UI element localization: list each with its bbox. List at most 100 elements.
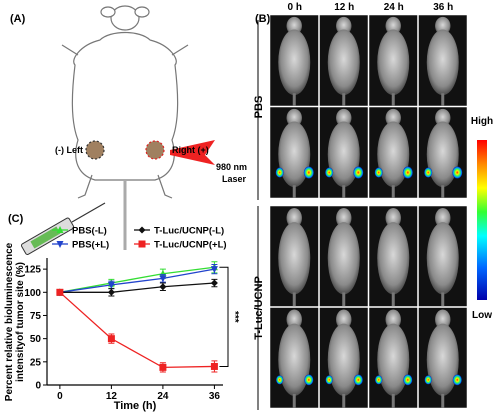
signal-spot xyxy=(276,375,284,385)
syringe xyxy=(20,202,106,255)
y-tick-label: 25 xyxy=(30,357,42,368)
colorbar-low: Low xyxy=(472,310,492,321)
legend-marker xyxy=(56,226,64,233)
right-label: Right (+) xyxy=(172,145,209,155)
data-point xyxy=(159,283,167,291)
data-point xyxy=(210,279,218,287)
y-tick-label: 75 xyxy=(30,311,42,322)
mouse-tail xyxy=(292,93,296,106)
mouse-tail xyxy=(441,185,445,198)
legend-marker xyxy=(56,241,64,248)
panel-label: (C) xyxy=(8,213,24,225)
data-point xyxy=(210,266,218,274)
mouse-illustration xyxy=(61,5,189,250)
mouse-body xyxy=(377,323,410,396)
signal-spot xyxy=(325,167,334,178)
signal-spot xyxy=(304,374,314,386)
x-axis-label: Time (h) xyxy=(114,400,157,412)
y-axis-label: intensityof tumor site (%) xyxy=(15,262,26,382)
mouse-tail xyxy=(292,292,296,307)
signal-spot xyxy=(403,374,413,386)
time-label: 0 h xyxy=(288,2,302,13)
y-axis-label: Percent relative bioluminescence xyxy=(4,242,15,401)
significance-label: *** xyxy=(229,311,240,323)
mouse-body xyxy=(426,29,459,96)
legend-label: T-Luc/UCNP(+L) xyxy=(154,240,227,251)
data-point xyxy=(107,281,115,289)
mouse-tail xyxy=(342,393,346,408)
group-label: PBS xyxy=(253,96,265,119)
data-point xyxy=(159,275,167,283)
signal-spot xyxy=(325,375,333,385)
series-line xyxy=(59,291,215,369)
mouse-tail xyxy=(391,185,395,198)
signal-spot xyxy=(424,375,432,385)
legend-label: PBS(+L) xyxy=(72,240,109,251)
data-point xyxy=(107,288,115,296)
mouse-head xyxy=(434,16,451,36)
mouse-head xyxy=(434,208,451,229)
colorbar xyxy=(477,140,487,300)
legend-label: PBS(-L) xyxy=(72,226,107,237)
mouse-body xyxy=(327,323,360,396)
legend-marker xyxy=(138,226,146,234)
time-label: 12 h xyxy=(334,2,354,13)
mouse-body xyxy=(278,121,311,188)
mouse-tail xyxy=(292,185,296,198)
mouse-body xyxy=(278,323,311,396)
left-label: (-) Left xyxy=(55,145,83,155)
signal-spot xyxy=(353,374,363,386)
signal-spot xyxy=(353,166,364,179)
mouse-body xyxy=(327,222,360,295)
data-point xyxy=(159,363,167,371)
mouse-head xyxy=(286,208,303,229)
y-tick-label: 50 xyxy=(30,334,42,345)
time-label: 36 h xyxy=(433,2,453,13)
signal-spot xyxy=(375,375,383,385)
mouse-head xyxy=(434,108,451,128)
mouse-head xyxy=(335,108,352,128)
mouse-head xyxy=(286,309,303,330)
mouse-tail xyxy=(441,393,445,408)
mouse-body xyxy=(278,222,311,295)
signal-spot xyxy=(452,166,463,179)
data-point xyxy=(210,362,218,370)
x-tick-label: 36 xyxy=(209,391,221,402)
mouse-body xyxy=(278,29,311,96)
mouse-tail xyxy=(342,185,346,198)
mouse-head xyxy=(385,208,402,229)
panel-label: (B) xyxy=(255,13,271,25)
mouse-body xyxy=(327,29,360,96)
significance-bracket xyxy=(219,266,229,367)
x-tick-label: 24 xyxy=(157,391,169,402)
mouse-tail xyxy=(441,292,445,307)
laser-beam xyxy=(170,140,215,165)
signal-spot xyxy=(303,166,314,179)
mouse-head xyxy=(286,16,303,36)
mouse-tail xyxy=(391,93,395,106)
mouse-body xyxy=(426,222,459,295)
x-tick-label: 12 xyxy=(106,391,118,402)
signal-spot xyxy=(452,374,462,386)
mouse-tail xyxy=(391,292,395,307)
mouse-tail xyxy=(441,93,445,106)
mouse-body xyxy=(426,323,459,396)
mouse-body xyxy=(377,222,410,295)
laser-label: Laser xyxy=(222,174,247,184)
mouse-body xyxy=(377,29,410,96)
mouse-tail xyxy=(342,292,346,307)
data-point xyxy=(107,335,115,343)
y-tick-label: 125 xyxy=(24,265,41,276)
image-grid xyxy=(269,14,468,409)
mouse-body xyxy=(377,121,410,188)
panel-label: (A) xyxy=(10,13,26,25)
signal-spot xyxy=(374,167,383,178)
series-line xyxy=(59,266,215,293)
laser-label: 980 nm xyxy=(216,162,247,172)
series-line xyxy=(59,268,215,293)
signal-spot xyxy=(402,166,413,179)
data-point xyxy=(56,288,64,296)
signal-spot xyxy=(424,167,433,178)
group-label: T-Luc/UCNP xyxy=(253,276,265,340)
